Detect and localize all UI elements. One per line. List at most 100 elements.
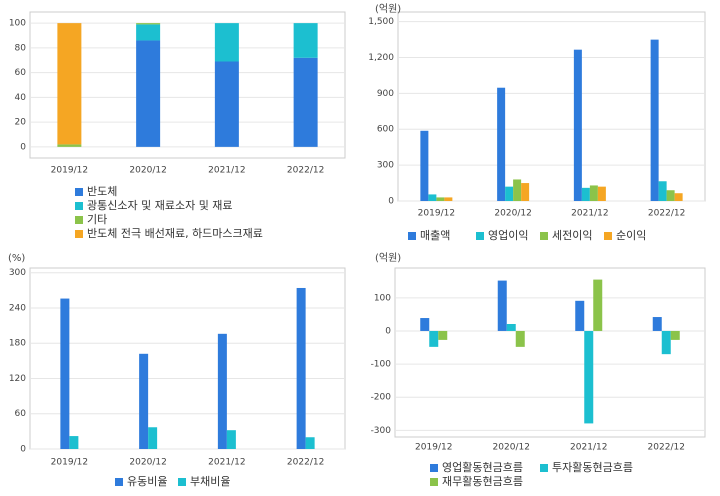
x-tick-label: 2019/12 [51, 458, 88, 468]
y-tick-label: 300 [377, 161, 394, 171]
bar [60, 298, 70, 449]
y-tick-label: 120 [9, 374, 26, 384]
x-tick-label: 2020/12 [493, 443, 530, 453]
bar [69, 436, 79, 449]
bar [593, 279, 603, 331]
y-tick-label: 1,500 [368, 17, 394, 27]
legend-swatch [540, 232, 548, 240]
legend-label: 반도체 전극 배선재료, 하드마스크재료 [87, 226, 263, 240]
y-unit: (억원) [375, 3, 401, 15]
x-tick-label: 2022/12 [287, 458, 324, 468]
bar [497, 87, 506, 201]
plot-frame [397, 11, 706, 202]
bar [515, 330, 525, 347]
y-tick-label: -100 [371, 360, 392, 370]
x-tick-label: 2022/12 [287, 166, 324, 176]
y-tick-label: 60 [15, 409, 27, 419]
legend-swatch [476, 232, 484, 240]
legend-label: 영업활동현금흐름 [442, 460, 523, 474]
legend-label: 투자활동현금흐름 [552, 460, 633, 474]
legend-swatch [430, 464, 438, 472]
bar [650, 39, 659, 201]
legend-label: 세전이익 [552, 229, 592, 242]
legend-swatch [540, 464, 548, 472]
y-tick-label: 0 [388, 197, 394, 207]
legend-swatch [75, 230, 83, 238]
y-tick-label: 300 [9, 268, 26, 278]
legend-label: 광통신소자 및 재료소자 및 재료 [87, 199, 233, 212]
y-tick-label: 0 [20, 142, 26, 152]
x-tick-label: 2022/12 [648, 209, 685, 219]
y-tick-label: 240 [9, 303, 26, 313]
bar [584, 330, 594, 424]
bar [597, 186, 606, 201]
bar [666, 190, 675, 201]
y-tick-label: 900 [377, 89, 394, 99]
legend-label: 영업이익 [488, 229, 528, 242]
bar [429, 330, 439, 347]
x-tick-label: 2020/12 [494, 209, 531, 219]
plot-frame [29, 11, 346, 159]
bar [444, 197, 453, 201]
x-tick-label: 2021/12 [208, 166, 245, 176]
legend-swatch [115, 478, 123, 486]
bar [497, 280, 507, 331]
y-tick-label: 100 [374, 293, 391, 303]
bar [293, 57, 318, 147]
bar [296, 287, 306, 449]
y-tick-label: 100 [9, 19, 26, 29]
y-tick-label: -300 [371, 426, 392, 436]
bar [674, 193, 683, 201]
plot-frame [394, 267, 706, 438]
bar [506, 324, 516, 331]
bar [428, 194, 437, 201]
bar [581, 187, 590, 201]
bar [670, 330, 680, 340]
bar [575, 300, 585, 331]
legend-swatch [75, 188, 83, 196]
bar [139, 353, 149, 449]
bar [136, 40, 161, 147]
y-tick-label: 180 [9, 339, 26, 349]
bar [148, 427, 158, 449]
bar [420, 130, 429, 201]
bar [658, 181, 667, 201]
y-tick-label: 600 [377, 125, 394, 135]
legend-label: 부채비율 [190, 475, 230, 488]
bar [505, 186, 514, 201]
legend-label: 순이익 [616, 229, 646, 242]
x-tick-label: 2021/12 [571, 209, 608, 219]
bar [293, 23, 318, 58]
bar [226, 430, 236, 449]
legend-label: 재무활동현금흐름 [442, 474, 523, 488]
y-unit: (%) [8, 253, 25, 264]
x-tick-label: 2019/12 [51, 166, 88, 176]
bar [438, 330, 448, 340]
legend-swatch [604, 232, 612, 240]
bar [214, 23, 239, 62]
bar [136, 23, 161, 25]
legend-label: 매출액 [420, 229, 450, 242]
bar [521, 183, 530, 201]
bar [661, 330, 671, 355]
y-tick-label: -200 [371, 393, 392, 403]
x-tick-label: 2020/12 [129, 458, 166, 468]
legend-swatch [75, 216, 83, 224]
legend-swatch [75, 202, 83, 210]
y-tick-label: 80 [15, 43, 27, 53]
bar [573, 49, 582, 202]
y-unit: (억원) [375, 252, 401, 264]
y-tick-label: 0 [385, 326, 391, 336]
x-tick-label: 2021/12 [208, 458, 245, 468]
bar [420, 318, 430, 331]
legend-swatch [408, 232, 416, 240]
bar [652, 317, 662, 331]
bar [214, 61, 239, 147]
bar [57, 23, 82, 145]
bar [136, 24, 161, 41]
legend-label: 반도체 [87, 185, 117, 198]
x-tick-label: 2021/12 [570, 443, 607, 453]
x-tick-label: 2019/12 [418, 209, 455, 219]
y-tick-label: 1,200 [368, 53, 394, 63]
